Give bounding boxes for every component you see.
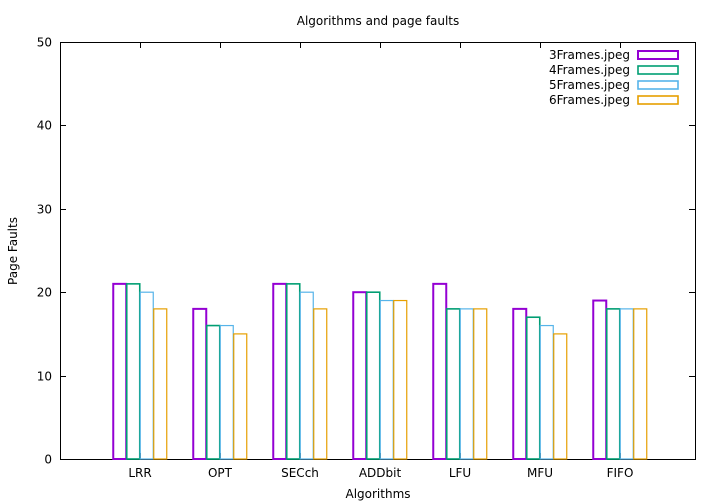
bar-secch-4frames: [285, 283, 301, 460]
x-axis-title: Algorithms: [345, 487, 410, 501]
legend-label: 6Frames.jpeg: [549, 93, 630, 107]
legend: 3Frames.jpeg4Frames.jpeg5Frames.jpeg6Fra…: [549, 48, 679, 107]
x-tick-label: MFU: [527, 466, 553, 480]
bar-opt-4frames: [205, 324, 221, 460]
bar-opt-5frames: [219, 324, 234, 460]
bar-series-group: [112, 282, 648, 461]
bar-mfu-4frames: [525, 316, 541, 460]
y-axis: 0 10 20 30 40 50: [37, 36, 695, 467]
legend-label: 4Frames.jpeg: [549, 63, 630, 77]
chart-title: Algorithms and page faults: [297, 14, 460, 28]
y-axis-title: Page Faults: [6, 217, 20, 285]
y-tick-label: 40: [37, 119, 52, 133]
y-tick-label: 10: [37, 370, 52, 384]
bar-fifo-4frames: [605, 308, 621, 460]
x-axis: LRR OPT SECch ADDbit LFU MFU FIFO: [128, 42, 633, 480]
bar-lfu-5frames: [459, 308, 474, 460]
bar-secch-6frames: [313, 308, 328, 460]
bar-opt-3frames: [192, 307, 208, 460]
bar-secch-3frames: [272, 282, 288, 460]
y-tick-label: 30: [37, 203, 52, 217]
bar-lfu-4frames: [445, 308, 461, 460]
bar-addbit-5frames: [379, 299, 394, 460]
x-tick-label: LRR: [128, 466, 151, 480]
bar-mfu-6frames: [553, 333, 568, 460]
legend-swatch: [637, 50, 679, 60]
bar-secch-5frames: [299, 291, 314, 460]
bar-lrr-3frames: [112, 282, 128, 460]
bar-lrr-4frames: [125, 283, 141, 460]
bar-addbit-6frames: [393, 299, 408, 460]
bar-mfu-5frames: [539, 324, 554, 460]
bar-addbit-4frames: [365, 291, 381, 460]
bar-fifo-3frames: [592, 299, 608, 461]
legend-swatch: [637, 80, 679, 90]
x-tick-label: SECch: [281, 466, 319, 480]
bar-fifo-6frames: [633, 308, 648, 460]
bar-lfu-3frames: [432, 282, 448, 460]
y-tick-label: 0: [44, 453, 52, 467]
x-tick-label: LFU: [449, 466, 471, 480]
y-tick-label: 50: [37, 36, 52, 50]
bar-fifo-5frames: [619, 308, 634, 460]
bar-lfu-6frames: [473, 308, 488, 460]
bar-lrr-6frames: [153, 308, 168, 460]
bar-addbit-3frames: [352, 291, 368, 461]
bar-lrr-5frames: [139, 291, 154, 460]
legend-swatch: [637, 65, 679, 75]
legend-label: 3Frames.jpeg: [549, 48, 630, 62]
legend-swatch: [637, 95, 679, 105]
y-tick-label: 20: [37, 286, 52, 300]
bar-mfu-3frames: [512, 307, 528, 460]
bar-opt-6frames: [233, 333, 248, 460]
x-tick-label: FIFO: [607, 466, 634, 480]
x-tick-label: OPT: [208, 466, 233, 480]
legend-label: 5Frames.jpeg: [549, 78, 630, 92]
x-tick-label: ADDbit: [359, 466, 402, 480]
